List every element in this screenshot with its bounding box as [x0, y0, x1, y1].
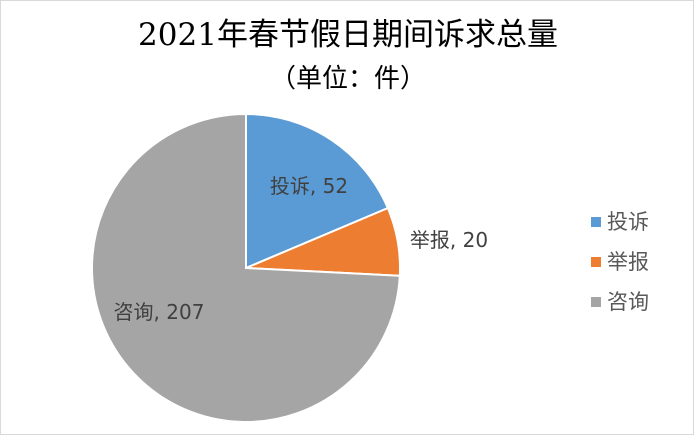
legend-swatch-report	[591, 257, 601, 267]
legend-swatch-complaint	[591, 217, 601, 227]
pie-slice-consult	[91, 112, 401, 423]
legend-label-report: 举报	[607, 250, 649, 274]
legend-label-complaint: 投诉	[607, 210, 649, 234]
data-label-report: 举报, 20	[410, 228, 488, 252]
pie-slice-complaint	[245, 112, 390, 270]
chart-title: 2021年春节假日期间诉求总量	[138, 17, 558, 53]
data-label-complaint: 投诉, 52	[270, 174, 348, 198]
data-label-consult: 咨询, 207	[114, 300, 205, 324]
legend-swatch-consult	[591, 297, 601, 307]
legend-label-consult: 咨询	[607, 290, 649, 314]
chart-subtitle: （单位：件）	[269, 64, 426, 94]
